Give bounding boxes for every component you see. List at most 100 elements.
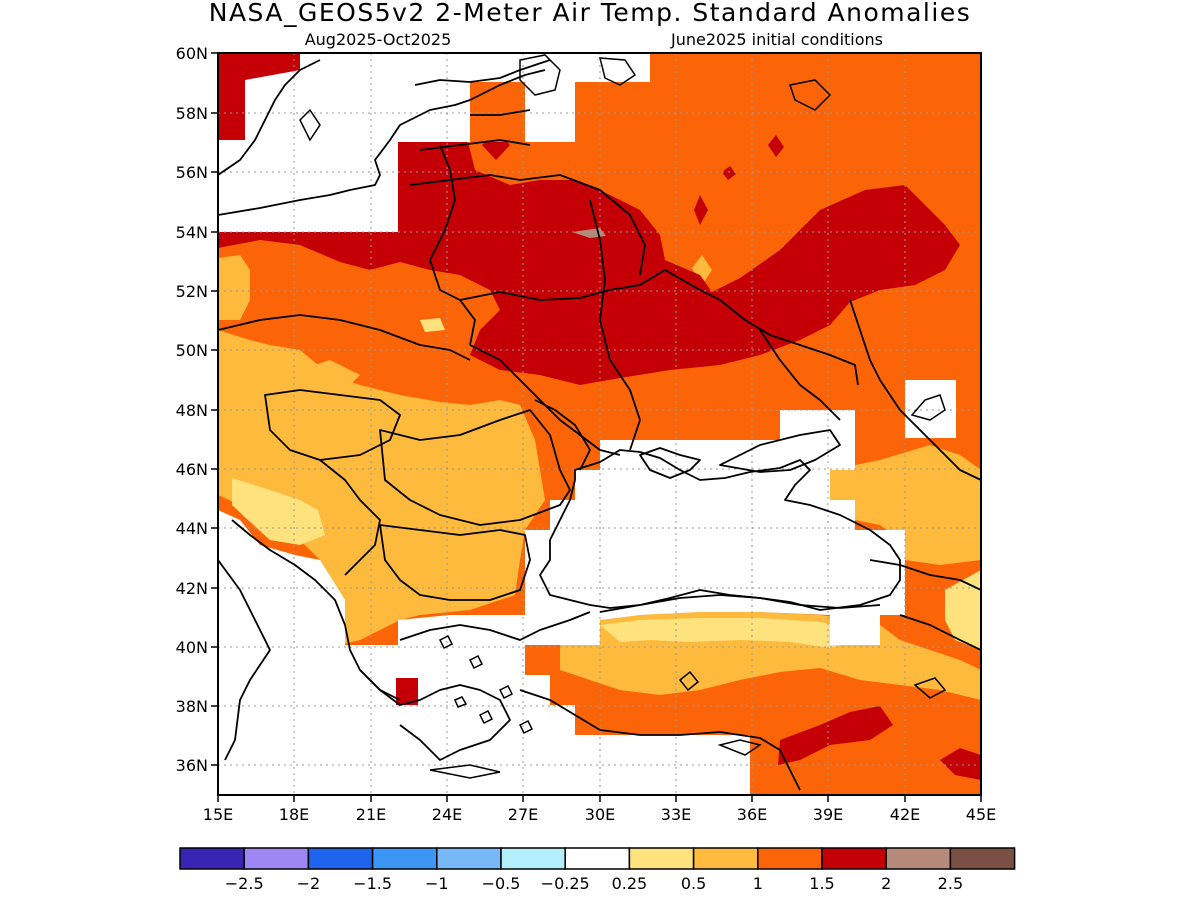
border-ukraine-north [459,269,859,386]
lat-tick-label: 50N [176,341,208,360]
latitude-axis: 60N 58N 56N 54N 52N 50N 48N 46N 44N 42N … [176,44,208,775]
black-sea-coastline [539,449,901,611]
lon-tick-label: 24E [432,805,462,824]
lon-tick-label: 42E [890,805,920,824]
anomaly-region-north-spot-3 [768,135,784,157]
turkey-north-coast [599,594,881,613]
initial-conditions-subtitle: June2025 initial conditions [670,30,883,49]
lat-tick-label: 40N [176,638,208,657]
longitude-axis: 15E 18E 21E 24E 27E 30E 33E 36E 39E 42E … [203,805,996,824]
latitude-tick-marks [211,52,218,766]
anomaly-region-east-spot [692,255,712,285]
colorbar-legend: −2.5 −2 −1.5 −1 −0.5 −0.25 0.25 0.5 1 1.5 2 2.5 [179,847,1016,893]
cyprus [717,739,762,756]
lat-tick-label: 56N [176,163,208,182]
border-caucasus [869,559,981,651]
period-subtitle: Aug2025-Oct2025 [305,30,452,49]
map-title: NASA_GEOS5v2 2-Meter Air Temp. Standard … [209,0,971,27]
colorbar-swatch [179,847,245,870]
border-ukraine-south [469,344,621,456]
longitude-tick-marks [217,795,982,802]
border-romania [379,409,571,526]
lon-tick-label: 18E [279,805,309,824]
colorbar-label: −0.5 [482,874,521,893]
anomaly-region-north-spot-2 [694,195,708,225]
greece-coast [359,669,511,761]
anomaly-region-hungary [268,360,360,410]
baltic-coast [218,69,546,216]
lat-tick-label: 60N [176,44,208,63]
colorbar-label: 0.5 [681,874,706,893]
colorbar-label: −1.5 [353,874,392,893]
sweden-coast [218,59,321,176]
aegean-north-coast [399,611,591,641]
anomaly-region-peloponnese-spot [396,678,418,705]
coastlines-borders [218,59,981,791]
border-belarus-russia [519,174,646,276]
colorbar-swatch [628,847,695,870]
crimea-coast [639,447,701,479]
anomaly-region-west-poland [218,255,250,320]
border-czech-slovakia [218,314,471,361]
colorbar-label: −2 [297,874,321,893]
lake-ladoga [519,54,561,96]
gotland [299,108,321,142]
anomaly-region-croatia [232,478,325,545]
gulf-of-finland [414,59,551,86]
colorbar-label: 1 [753,874,763,893]
colorbar-swatch [821,847,887,870]
colorbar-swatch [307,847,374,870]
anomaly-region-belarus-ukraine [218,142,960,385]
colorbar-swatch [692,847,759,870]
border-baltic [409,109,531,186]
anomaly-region-north-spot-4 [722,166,736,180]
lon-tick-label: 27E [508,805,538,824]
volga-river [849,299,981,481]
lon-tick-label: 21E [356,805,386,824]
anomaly-region-eastern-anatolia [945,570,981,650]
dnieper-river [589,199,641,451]
anomaly-region-sweden-spot [218,53,300,140]
map-panel [218,53,981,795]
colorbar-label: 0.25 [612,874,648,893]
colorbar-swatch [436,847,502,870]
lon-tick-label: 33E [661,805,691,824]
anomaly-region-anatolia-north [600,618,860,648]
lat-tick-label: 54N [176,223,208,242]
aegean-islands [438,634,534,735]
colorbar-label: −1 [425,874,449,893]
anomaly-region-baltic-orange [470,82,525,142]
lat-tick-label: 52N [176,282,208,301]
colorbar-label: −2.5 [225,874,264,893]
colorbar-swatch [500,847,566,870]
colorbar-label: −0.25 [541,874,590,893]
islands-and-lakes [299,54,947,779]
lat-tick-label: 38N [176,697,208,716]
border-serbia [319,459,381,576]
turkey-south-coast [519,689,801,791]
colorbar-swatch [949,847,1016,870]
neutral-greece-italy [218,510,750,795]
lat-tick-label: 48N [176,401,208,420]
italy-coast [218,559,271,761]
lon-tick-label: 30E [585,805,615,824]
crete [429,764,501,779]
colorbar-swatch [757,847,823,870]
lat-tick-label: 36N [176,756,208,775]
colorbar-label: 1.5 [809,874,834,893]
anomaly-region-central-poland [420,318,445,332]
lake-onega [599,57,637,86]
lon-tick-label: 39E [813,805,843,824]
rybinsk-reservoir [789,79,832,111]
colorbar-swatch [885,847,952,870]
don-river [759,329,841,421]
lat-tick-label: 42N [176,579,208,598]
lon-tick-label: 15E [203,805,233,824]
lake-tuz [678,670,700,692]
lat-tick-label: 46N [176,460,208,479]
lat-lon-grid [218,53,981,795]
anomaly-region-southeast-corner [940,748,981,780]
anomaly-region-balkans [218,330,545,645]
neutral-caucasus-spot [905,380,956,438]
caspian-lake-spot [910,394,946,421]
